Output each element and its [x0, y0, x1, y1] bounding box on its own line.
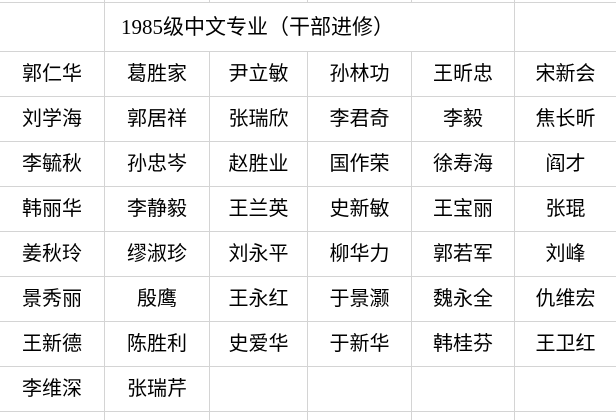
- table-cell[interactable]: 史新敏: [308, 187, 412, 232]
- table-cell[interactable]: 王宝丽: [412, 187, 515, 232]
- table-cell[interactable]: 张琨: [515, 187, 616, 232]
- table-cell[interactable]: 刘学海: [0, 97, 105, 142]
- title-merged-cell[interactable]: [105, 3, 515, 52]
- table-cell[interactable]: 郭若军: [412, 232, 515, 277]
- partial-row-cell[interactable]: [210, 412, 308, 420]
- partial-row-cell[interactable]: [515, 412, 616, 420]
- table-cell[interactable]: 郭仁华: [0, 52, 105, 97]
- partial-row-cell[interactable]: [0, 0, 105, 3]
- table-cell[interactable]: 王新德: [0, 322, 105, 367]
- table-cell[interactable]: 赵胜业: [210, 142, 308, 187]
- table-cell[interactable]: 张瑞芹: [105, 367, 210, 412]
- table-cell[interactable]: 刘峰: [515, 232, 616, 277]
- partial-row-cell[interactable]: [308, 412, 412, 420]
- table-cell[interactable]: 魏永全: [412, 277, 515, 322]
- partial-row-cell[interactable]: [412, 0, 515, 3]
- table-cell[interactable]: 孙忠岑: [105, 142, 210, 187]
- table-cell[interactable]: 王昕忠: [412, 52, 515, 97]
- table-cell[interactable]: 李静毅: [105, 187, 210, 232]
- table-cell[interactable]: 仇维宏: [515, 277, 616, 322]
- table-cell[interactable]: 柳华力: [308, 232, 412, 277]
- title-row-left-cell[interactable]: [0, 3, 105, 52]
- table-cell[interactable]: 陈胜利: [105, 322, 210, 367]
- table-cell[interactable]: [308, 367, 412, 412]
- partial-row-cell[interactable]: [210, 0, 308, 3]
- table-cell[interactable]: 史爱华: [210, 322, 308, 367]
- table-cell[interactable]: 李毅: [412, 97, 515, 142]
- table-cell[interactable]: 焦长昕: [515, 97, 616, 142]
- partial-row-cell[interactable]: [0, 412, 105, 420]
- table-cell[interactable]: 国作荣: [308, 142, 412, 187]
- table-cell[interactable]: 王兰英: [210, 187, 308, 232]
- table-cell[interactable]: 孙林功: [308, 52, 412, 97]
- table-cell[interactable]: 葛胜家: [105, 52, 210, 97]
- table-cell[interactable]: 于新华: [308, 322, 412, 367]
- partial-row-cell[interactable]: [412, 412, 515, 420]
- partial-row-cell[interactable]: [105, 0, 210, 3]
- table-cell[interactable]: 韩丽华: [0, 187, 105, 232]
- table-cell[interactable]: [412, 367, 515, 412]
- title-row-right-cell[interactable]: [515, 3, 616, 52]
- table-cell[interactable]: [515, 367, 616, 412]
- partial-row-cell[interactable]: [105, 412, 210, 420]
- table-cell[interactable]: 李维深: [0, 367, 105, 412]
- table-cell[interactable]: 缪淑珍: [105, 232, 210, 277]
- table-cell[interactable]: 张瑞欣: [210, 97, 308, 142]
- table-cell[interactable]: 刘永平: [210, 232, 308, 277]
- table-cell[interactable]: 宋新会: [515, 52, 616, 97]
- table-cell[interactable]: 徐寿海: [412, 142, 515, 187]
- partial-row-cell[interactable]: [308, 0, 412, 3]
- table-cell[interactable]: 阎才: [515, 142, 616, 187]
- table-cell[interactable]: 于景灏: [308, 277, 412, 322]
- table-cell[interactable]: 景秀丽: [0, 277, 105, 322]
- table-cell[interactable]: [210, 367, 308, 412]
- table-cell[interactable]: 姜秋玲: [0, 232, 105, 277]
- table-cell[interactable]: 李君奇: [308, 97, 412, 142]
- table-cell[interactable]: 郭居祥: [105, 97, 210, 142]
- table-cell[interactable]: 韩桂芬: [412, 322, 515, 367]
- table-cell[interactable]: 殷鹰: [105, 277, 210, 322]
- partial-row-cell[interactable]: [515, 0, 616, 3]
- table-cell[interactable]: 李毓秋: [0, 142, 105, 187]
- table-cell[interactable]: 尹立敏: [210, 52, 308, 97]
- table-cell[interactable]: 王卫红: [515, 322, 616, 367]
- table-cell[interactable]: 王永红: [210, 277, 308, 322]
